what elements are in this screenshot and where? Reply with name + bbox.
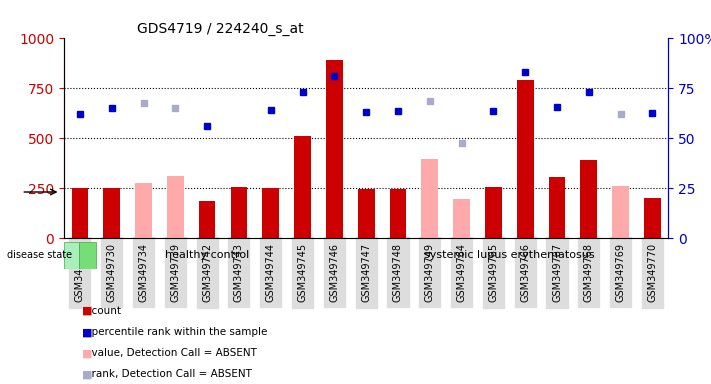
Bar [262,188,279,238]
Bar [453,199,470,238]
Text: ■: ■ [82,369,92,379]
Bar [580,160,597,238]
Text: percentile rank within the sample: percentile rank within the sample [85,327,268,337]
Bar [135,183,152,238]
Bar [103,188,120,238]
Bar [72,188,88,238]
Text: ■: ■ [82,327,92,337]
Text: systemic lupus erythematosus: systemic lupus erythematosus [424,250,594,260]
Bar [167,176,183,238]
Bar [294,136,311,238]
Bar [422,159,438,238]
Text: ■: ■ [82,306,92,316]
Bar [485,187,502,238]
Text: ■: ■ [82,348,92,358]
Bar [517,80,533,238]
Text: GDS4719 / 224240_s_at: GDS4719 / 224240_s_at [137,22,303,36]
FancyBboxPatch shape [79,242,96,269]
Text: value, Detection Call = ABSENT: value, Detection Call = ABSENT [85,348,257,358]
Bar [230,187,247,238]
Bar [644,198,661,238]
Bar [199,201,215,238]
Bar [390,189,406,238]
Bar [549,177,565,238]
Bar [612,186,629,238]
FancyBboxPatch shape [64,242,79,269]
Text: healthy control: healthy control [165,250,250,260]
Text: rank, Detection Call = ABSENT: rank, Detection Call = ABSENT [85,369,252,379]
Text: disease state: disease state [7,250,73,260]
Bar [326,60,343,238]
Bar [358,189,375,238]
Text: count: count [85,306,122,316]
